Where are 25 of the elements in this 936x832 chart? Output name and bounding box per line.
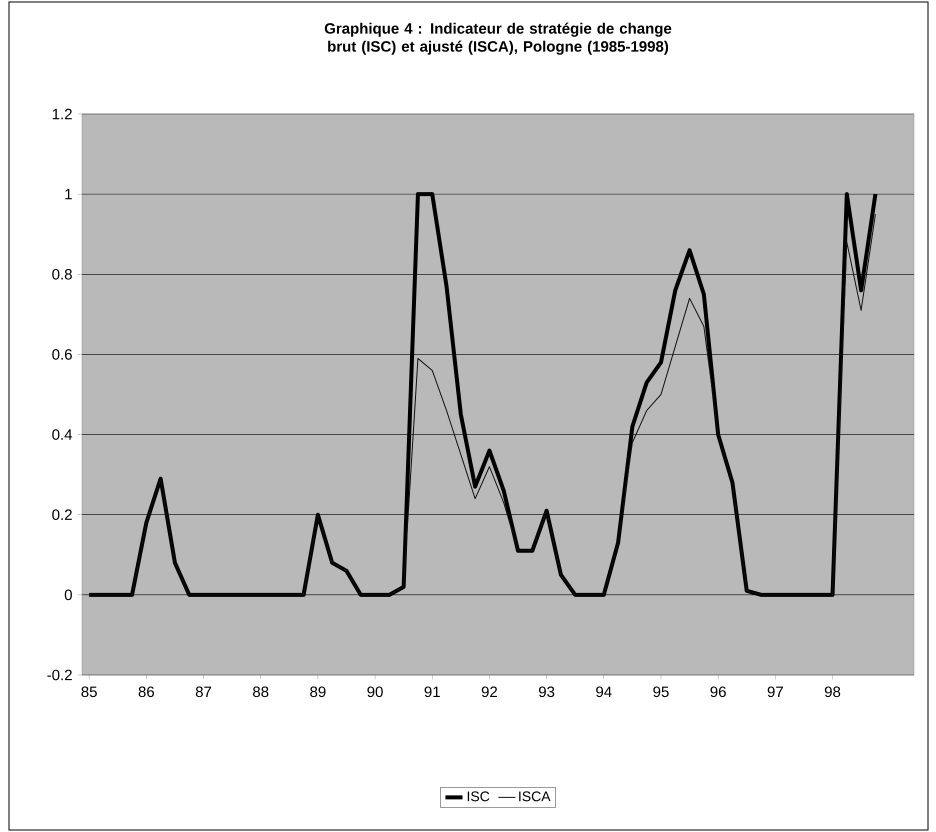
x-tick-label: 94 [596,686,612,698]
x-tick-label: 97 [768,686,783,698]
y-tick-label: 0.4 [52,429,72,440]
y-tick-label: 1 [65,188,72,200]
y-tick-label: 0.8 [52,268,72,280]
x-tick-label: 95 [653,686,669,698]
x-tick-label: 88 [253,686,268,698]
legend-label: ISC [468,791,490,802]
x-tick-label: 93 [538,686,554,698]
chart-title: Graphique 4 : Indicateur de stratégie de change brut (ISC) et ajusté (ISCA), Pologne (1985-1998) [324,22,672,55]
y-tick-label: 1.2 [52,108,72,120]
x-tick-label: 89 [310,686,326,698]
y-tick-label: -0.2 [47,670,72,680]
y-tick-label: 0 [64,590,72,600]
x-tick-label: 98 [824,686,840,698]
x-tick-label: 90 [367,686,383,698]
x-tick-label: 91 [424,686,440,698]
x-tick-label: 96 [710,686,726,698]
y-tick-label: 0.6 [52,349,72,360]
y-tick-label: 0.2 [52,509,72,520]
legend-label: ISCA [519,791,551,802]
x-tick-label: 85 [81,686,97,698]
x-tick-label: 92 [482,686,498,698]
x-tick-label: 86 [138,686,154,698]
x-tick-label: 87 [196,686,212,698]
